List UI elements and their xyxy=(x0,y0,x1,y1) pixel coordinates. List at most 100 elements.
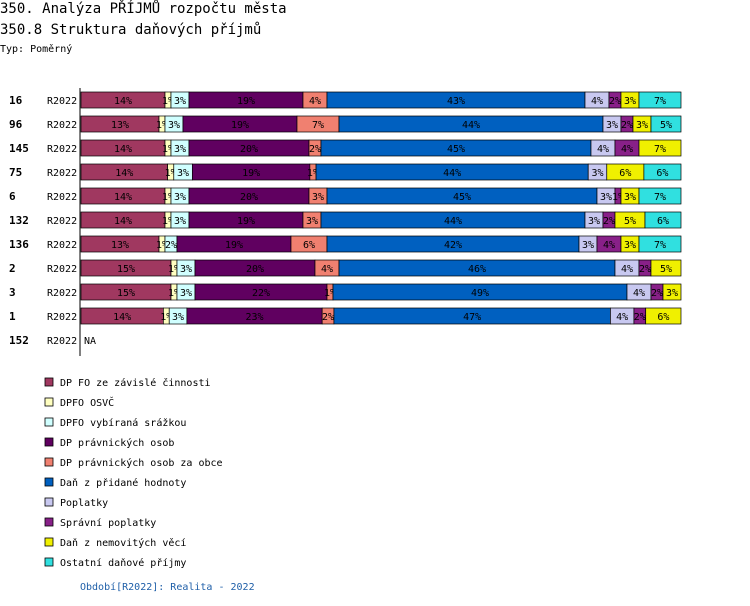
data-label: 4% xyxy=(591,96,603,107)
data-label: 6% xyxy=(303,240,315,251)
legend-label: Správní poplatky xyxy=(60,517,156,529)
row-period-label: R2022 xyxy=(47,336,77,347)
chart-type-label: Typ: Poměrný xyxy=(0,44,73,55)
data-label: 4% xyxy=(616,312,628,323)
data-label: 13% xyxy=(111,120,129,131)
row-id-label: 136 xyxy=(9,238,29,251)
data-label: 4% xyxy=(321,264,333,275)
data-label: 1% xyxy=(162,144,174,155)
data-label: 1% xyxy=(168,264,180,275)
data-label: 20% xyxy=(240,144,258,155)
data-label: 1% xyxy=(324,288,336,299)
legend-swatch xyxy=(44,477,54,487)
data-label: 3% xyxy=(591,168,603,179)
period-footer: Období[R2022]: Realita - 2022 xyxy=(80,582,255,593)
row-id-label: 6 xyxy=(9,190,16,203)
data-label: 14% xyxy=(114,144,132,155)
data-label: 1% xyxy=(612,192,624,203)
row-id-label: 1 xyxy=(9,310,16,323)
row-id-label: 96 xyxy=(9,118,23,131)
data-label: 3% xyxy=(624,240,636,251)
data-label: 47% xyxy=(463,312,481,323)
data-label: 1% xyxy=(165,168,177,179)
row-period-label: R2022 xyxy=(47,96,77,107)
data-label: 22% xyxy=(252,288,270,299)
bar-segment xyxy=(645,307,682,325)
data-label: 3% xyxy=(306,216,318,227)
row-id-label: 145 xyxy=(9,142,29,155)
bar-segment xyxy=(638,91,682,109)
data-label: 19% xyxy=(242,168,260,179)
data-label: 7% xyxy=(654,192,666,203)
data-label: 6% xyxy=(619,168,631,179)
legend-label: Ostatní daňové příjmy xyxy=(60,557,186,569)
data-label: 42% xyxy=(444,240,462,251)
data-label: 3% xyxy=(606,120,618,131)
row-period-label: R2022 xyxy=(47,216,77,227)
data-label: 3% xyxy=(624,192,636,203)
data-label: 19% xyxy=(231,120,249,131)
row-id-label: 16 xyxy=(9,94,23,107)
data-label: 3% xyxy=(312,192,324,203)
bar-segment xyxy=(643,163,682,181)
data-label: 23% xyxy=(245,312,263,323)
legend-label: DPFO OSVČ xyxy=(60,396,114,409)
bar-segment xyxy=(650,115,682,133)
data-label: 2% xyxy=(322,312,334,323)
row-id-label: 2 xyxy=(9,262,16,275)
data-label: 3% xyxy=(174,144,186,155)
legend-label: Poplatky xyxy=(60,498,108,509)
legend-label: Daň z přidané hodnoty xyxy=(60,477,186,489)
data-label: 1% xyxy=(156,240,168,251)
chart-subtitle: 350.8 Struktura daňových příjmů xyxy=(0,22,262,38)
legend-swatch xyxy=(44,437,54,447)
data-label: 5% xyxy=(660,264,672,275)
row-period-label: R2022 xyxy=(47,264,77,275)
data-label: 3% xyxy=(624,96,636,107)
data-label: 1% xyxy=(160,312,172,323)
row-id-label: 3 xyxy=(9,286,16,299)
data-label: 13% xyxy=(111,240,129,251)
data-label: 45% xyxy=(447,144,465,155)
data-label: 4% xyxy=(603,240,615,251)
data-label: 2% xyxy=(639,264,651,275)
data-label: 14% xyxy=(113,312,131,323)
data-label: 4% xyxy=(309,96,321,107)
legend-swatch xyxy=(44,377,54,387)
data-label: 19% xyxy=(225,240,243,251)
data-label: 3% xyxy=(636,120,648,131)
data-label: 7% xyxy=(312,120,324,131)
data-label: 14% xyxy=(114,192,132,203)
row-period-label: R2022 xyxy=(47,240,77,251)
data-label: 6% xyxy=(657,216,669,227)
data-label: 2% xyxy=(634,312,646,323)
bar-segment xyxy=(638,139,682,157)
data-label: 1% xyxy=(156,120,168,131)
data-label: 7% xyxy=(654,96,666,107)
data-label: 3% xyxy=(174,192,186,203)
data-label: 1% xyxy=(307,168,319,179)
row-period-label: R2022 xyxy=(47,192,77,203)
page-title: 350. Analýza PŘÍJMŮ rozpočtu města xyxy=(0,1,287,17)
bar-segment xyxy=(638,235,682,253)
data-label: 6% xyxy=(656,168,668,179)
data-label: 1% xyxy=(162,192,174,203)
legend-swatch xyxy=(44,557,54,567)
data-label: 3% xyxy=(582,240,594,251)
data-label: 4% xyxy=(633,288,645,299)
legend-label: DP právnických osob za obce xyxy=(60,457,223,469)
data-label: 43% xyxy=(447,96,465,107)
row-period-label: R2022 xyxy=(47,120,77,131)
data-label: 2% xyxy=(651,288,663,299)
data-label: 19% xyxy=(237,216,255,227)
data-label: 44% xyxy=(462,120,480,131)
legend-swatch xyxy=(44,457,54,467)
data-label: 14% xyxy=(115,168,133,179)
data-label: 2% xyxy=(603,216,615,227)
data-label: 19% xyxy=(237,96,255,107)
data-label: 46% xyxy=(468,264,486,275)
row-period-label: R2022 xyxy=(47,144,77,155)
row-id-label: 75 xyxy=(9,166,22,179)
data-label: 5% xyxy=(624,216,636,227)
data-label: 3% xyxy=(600,192,612,203)
